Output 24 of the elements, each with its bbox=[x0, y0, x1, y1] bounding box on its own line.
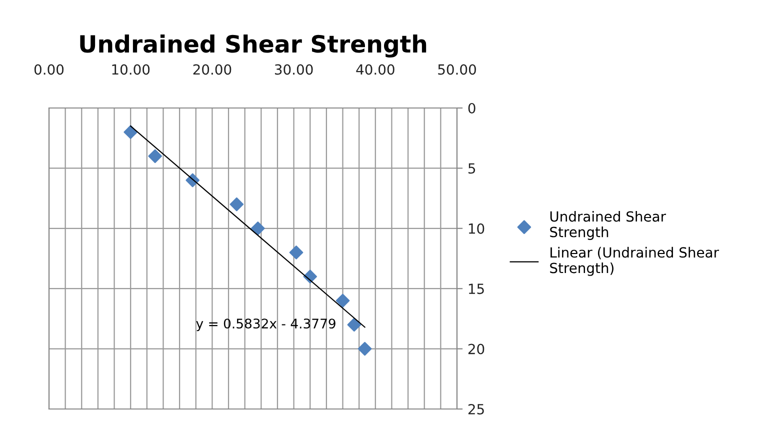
x-tick-label: 20.00 bbox=[193, 64, 232, 75]
annotation: y = 0.5832x - 4.3779 bbox=[196, 318, 336, 332]
y-tick-label: 25 bbox=[468, 404, 484, 414]
point bbox=[358, 342, 372, 356]
y-tick-label: 20 bbox=[468, 344, 484, 354]
legend-label: Linear (Undrained Shear Strength) bbox=[550, 246, 720, 276]
y-tick-label: 5 bbox=[468, 163, 476, 174]
point bbox=[230, 197, 244, 212]
x-tick-label: 50.00 bbox=[438, 64, 476, 75]
x-tick-label: 10.00 bbox=[112, 64, 150, 75]
y-tick-label: 15 bbox=[468, 284, 484, 294]
x-tick-label: 30.00 bbox=[274, 64, 313, 75]
x-tick-label: 40.00 bbox=[356, 64, 394, 75]
point bbox=[124, 125, 138, 139]
point bbox=[148, 149, 162, 164]
point bbox=[250, 221, 265, 236]
point bbox=[347, 318, 362, 332]
legend-label: Undrained Shear Strength bbox=[550, 210, 666, 240]
point bbox=[336, 294, 350, 308]
x-tick-label: 0.00 bbox=[34, 64, 64, 75]
y-tick-label: 10 bbox=[468, 223, 484, 234]
chart-title: Undrained Shear Strength bbox=[80, 34, 426, 58]
point bbox=[289, 246, 304, 260]
y-tick-label: 0 bbox=[468, 102, 476, 114]
